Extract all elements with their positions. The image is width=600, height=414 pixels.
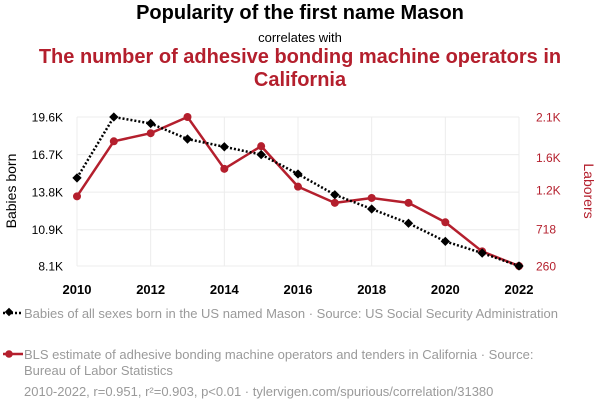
chart-title: Popularity of the first name Mason bbox=[136, 2, 464, 24]
grid-lines bbox=[76, 116, 520, 267]
series1-point bbox=[366, 204, 377, 214]
series2-point bbox=[109, 137, 118, 146]
x-axis-ticks: 2010 2012 2014 2016 2018 2020 2022 bbox=[63, 282, 534, 297]
legend-marker-series2 bbox=[3, 350, 23, 358]
right-tick-label: 718 bbox=[536, 222, 556, 236]
series2-point bbox=[257, 142, 266, 151]
series1-point bbox=[514, 261, 524, 271]
x-tick-label: 2010 bbox=[63, 282, 92, 297]
x-tick-label: 2022 bbox=[505, 282, 534, 297]
series1-point bbox=[182, 134, 193, 144]
series1-point bbox=[403, 218, 414, 228]
series2-point bbox=[294, 182, 302, 191]
series-markers bbox=[72, 112, 524, 271]
legend-entry-series1: Babies of all sexes born in the US named… bbox=[24, 306, 558, 321]
left-tick-label: 10.9K bbox=[32, 223, 63, 237]
left-tick-label: 13.8K bbox=[32, 186, 63, 200]
x-tick-label: 2014 bbox=[210, 282, 240, 297]
series2-point bbox=[146, 129, 155, 138]
left-tick-label: 19.6K bbox=[32, 111, 63, 125]
legend-marker-series1 bbox=[3, 307, 23, 317]
left-axis-label: Babies born bbox=[3, 154, 19, 229]
series1-point bbox=[219, 142, 230, 152]
x-tick-label: 2016 bbox=[284, 282, 313, 297]
right-axis-label: Laborers bbox=[581, 163, 597, 218]
right-tick-label: 1.6K bbox=[536, 151, 561, 165]
x-tick-label: 2018 bbox=[357, 282, 386, 297]
chart-footer: 2010-2022, r=0.951, r²=0.903, p<0.01 · t… bbox=[24, 384, 494, 399]
series2-point bbox=[183, 113, 192, 121]
series2-point bbox=[220, 164, 229, 173]
chart-title-secondary: The number of adhesive bonding machine o… bbox=[38, 46, 562, 91]
series1-point bbox=[440, 236, 451, 247]
left-tick-label: 8.1K bbox=[38, 260, 63, 274]
series1-point bbox=[109, 112, 119, 122]
right-tick-label: 2.1K bbox=[536, 111, 561, 125]
series2-point bbox=[73, 192, 81, 201]
series1-point bbox=[145, 118, 156, 129]
right-axis-ticks: 260 718 1.2K 1.6K 2.1K bbox=[536, 111, 561, 274]
x-tick-label: 2012 bbox=[136, 282, 165, 297]
series2-point bbox=[441, 218, 450, 227]
legend-entry-series2: BLS estimate of adhesive bonding machine… bbox=[24, 347, 534, 378]
series1-point bbox=[256, 149, 266, 160]
series2-point bbox=[330, 198, 339, 207]
series2-point bbox=[367, 193, 376, 202]
left-axis-ticks: 8.1K 10.9K 13.8K 16.7K 19.6K bbox=[32, 111, 63, 274]
series1-point bbox=[293, 169, 303, 179]
series1-point bbox=[330, 190, 340, 200]
right-tick-label: 1.2K bbox=[536, 183, 561, 197]
chart-subtitle: correlates with bbox=[258, 30, 342, 45]
left-tick-label: 16.7K bbox=[32, 148, 63, 162]
right-tick-label: 260 bbox=[536, 260, 556, 274]
series2-point bbox=[404, 198, 413, 207]
x-tick-label: 2020 bbox=[431, 282, 460, 297]
